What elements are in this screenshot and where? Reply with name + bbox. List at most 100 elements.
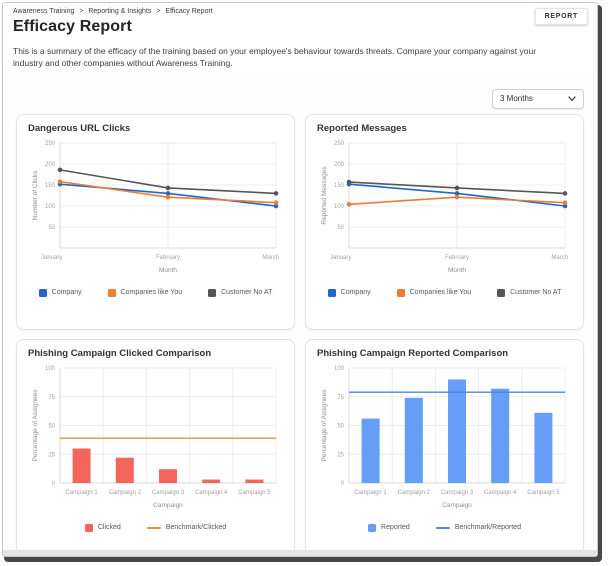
- legend-item[interactable]: Reported: [368, 523, 410, 532]
- legend: Company Companies like You Customer No AT: [317, 288, 572, 297]
- svg-text:Campaign 1: Campaign 1: [65, 490, 98, 496]
- legend-square-swatch: [396, 288, 405, 297]
- svg-text:Campaign 5: Campaign 5: [238, 490, 271, 496]
- legend-item[interactable]: Benchmark/Reported: [435, 524, 521, 531]
- svg-text:150: 150: [45, 183, 56, 189]
- legend-item[interactable]: Companies like You: [396, 288, 471, 297]
- svg-text:Campaign: Campaign: [442, 502, 472, 509]
- svg-text:Campaign 2: Campaign 2: [398, 490, 431, 496]
- period-select[interactable]: 3 Months: [492, 88, 584, 109]
- legend-square-swatch: [38, 288, 47, 297]
- legend-label: Company: [340, 289, 371, 296]
- svg-text:0: 0: [52, 481, 56, 487]
- svg-text:200: 200: [45, 162, 56, 168]
- chart-title: Reported Messages: [317, 122, 407, 134]
- legend-square-swatch: [497, 288, 506, 297]
- chart-card-dangerous-url-clicks: Dangerous URL Clicks 50 100 150 200 250 Janua…: [16, 113, 295, 330]
- chevron-down-icon: [568, 95, 576, 101]
- legend-label: Company: [51, 289, 82, 296]
- page-title: Efficacy Report: [13, 18, 132, 35]
- svg-text:Campaign 3: Campaign 3: [441, 490, 474, 496]
- svg-text:Reported Messages: Reported Messages: [321, 165, 328, 224]
- chart-canvas: 50 100 150 200 250 January February March Month R…: [317, 136, 572, 288]
- legend-label: Customer No AT: [510, 289, 562, 296]
- report-window: Awareness Training > Reporting & Insight…: [2, 2, 598, 557]
- svg-text:Campaign 2: Campaign 2: [109, 490, 142, 496]
- svg-text:March: March: [262, 255, 279, 261]
- chart-card-phishing-reported-comparison: Phishing Campaign Reported Comparison 0 2…: [305, 338, 584, 556]
- svg-text:250: 250: [334, 141, 345, 147]
- breadcrumb-item-awareness-training[interactable]: Awareness Training: [13, 8, 75, 15]
- breadcrumb-separator: >: [156, 8, 161, 15]
- svg-text:100: 100: [45, 204, 56, 210]
- legend-item[interactable]: Benchmark/Clicked: [146, 524, 227, 531]
- legend-square-swatch: [208, 288, 217, 297]
- breadcrumb-item-reporting-insights[interactable]: Reporting & Insights: [88, 8, 152, 15]
- svg-text:75: 75: [337, 394, 344, 400]
- svg-text:March: March: [551, 255, 568, 261]
- chart-card-reported-messages: Reported Messages 50 100 150 200 250 January F…: [305, 113, 584, 330]
- svg-text:100: 100: [45, 366, 56, 372]
- svg-text:50: 50: [337, 225, 344, 231]
- legend: Company Companies like You Customer No AT: [28, 288, 283, 297]
- legend-item[interactable]: Company: [327, 288, 371, 297]
- legend-item[interactable]: Company: [38, 288, 82, 297]
- svg-text:250: 250: [45, 141, 56, 147]
- svg-text:100: 100: [334, 366, 345, 372]
- charts-grid: Dangerous URL Clicks 50 100 150 200 250 Janua…: [3, 109, 597, 556]
- legend-square-swatch: [368, 523, 377, 532]
- legend-label: Benchmark/Clicked: [165, 524, 227, 531]
- chart-title: Dangerous URL Clicks: [28, 122, 131, 134]
- chart-canvas: 0 25 50 75 100 Campaign 1 Campaign 2 Campaign 3…: [317, 361, 572, 523]
- chart-card-phishing-clicked-comparison: Phishing Campaign Clicked Comparison 0 25…: [16, 338, 295, 556]
- svg-text:Month: Month: [159, 267, 177, 274]
- svg-text:200: 200: [334, 162, 345, 168]
- legend-line-swatch: [146, 526, 161, 529]
- chart-title: Phishing Campaign Clicked Comparison: [28, 347, 212, 359]
- period-filter-row: 3 Months: [3, 79, 597, 109]
- legend-square-swatch: [327, 288, 336, 297]
- svg-text:February: February: [445, 255, 469, 261]
- legend-item[interactable]: Companies like You: [107, 288, 183, 297]
- svg-text:100: 100: [334, 204, 345, 210]
- breadcrumb-item-efficacy-report: Efficacy Report: [165, 8, 213, 15]
- legend-item[interactable]: Customer No AT: [497, 288, 562, 297]
- svg-text:25: 25: [48, 452, 55, 458]
- legend-square-swatch: [107, 288, 116, 297]
- legend-label: Customer No AT: [221, 289, 273, 296]
- breadcrumb: Awareness Training > Reporting & Insight…: [13, 8, 587, 15]
- chart-title: Phishing Campaign Reported Comparison: [317, 347, 509, 359]
- report-button[interactable]: REPORT: [534, 8, 588, 25]
- legend-item[interactable]: Customer No AT: [208, 288, 273, 297]
- svg-text:50: 50: [337, 423, 344, 429]
- legend-label: Companies like You: [120, 289, 183, 296]
- svg-text:Percentage of Assignees: Percentage of Assignees: [32, 388, 39, 461]
- svg-text:75: 75: [48, 394, 55, 400]
- svg-text:50: 50: [48, 423, 55, 429]
- svg-text:Campaign 1: Campaign 1: [354, 490, 387, 496]
- svg-text:Month: Month: [448, 267, 466, 274]
- period-select-value: 3 Months: [500, 94, 533, 103]
- legend-label: Reported: [381, 524, 410, 531]
- legend-line-swatch: [435, 526, 450, 529]
- svg-text:January: January: [41, 255, 62, 261]
- legend: Clicked Benchmark/Clicked: [28, 523, 283, 532]
- svg-text:Campaign 3: Campaign 3: [152, 490, 185, 496]
- chart-canvas: 0 25 50 75 100 Campaign 1 Campaign 2 Campaign 3…: [28, 361, 283, 523]
- legend-square-swatch: [84, 523, 93, 532]
- breadcrumb-separator: >: [79, 8, 84, 15]
- legend: Reported Benchmark/Reported: [317, 523, 572, 532]
- svg-text:Campaign 4: Campaign 4: [195, 490, 228, 496]
- svg-text:Campaign 4: Campaign 4: [484, 490, 517, 496]
- horizontal-scrollbar[interactable]: [3, 550, 597, 556]
- legend-label: Benchmark/Reported: [454, 524, 521, 531]
- svg-text:50: 50: [48, 225, 55, 231]
- svg-text:150: 150: [334, 183, 345, 189]
- legend-label: Clicked: [97, 524, 121, 531]
- page-description: This is a summary of the efficacy of the…: [13, 45, 537, 69]
- svg-text:25: 25: [337, 452, 344, 458]
- legend-item[interactable]: Clicked: [84, 523, 121, 532]
- svg-text:Number of Clicks: Number of Clicks: [32, 170, 39, 220]
- svg-text:Campaign: Campaign: [153, 502, 183, 509]
- svg-text:January: January: [330, 255, 351, 261]
